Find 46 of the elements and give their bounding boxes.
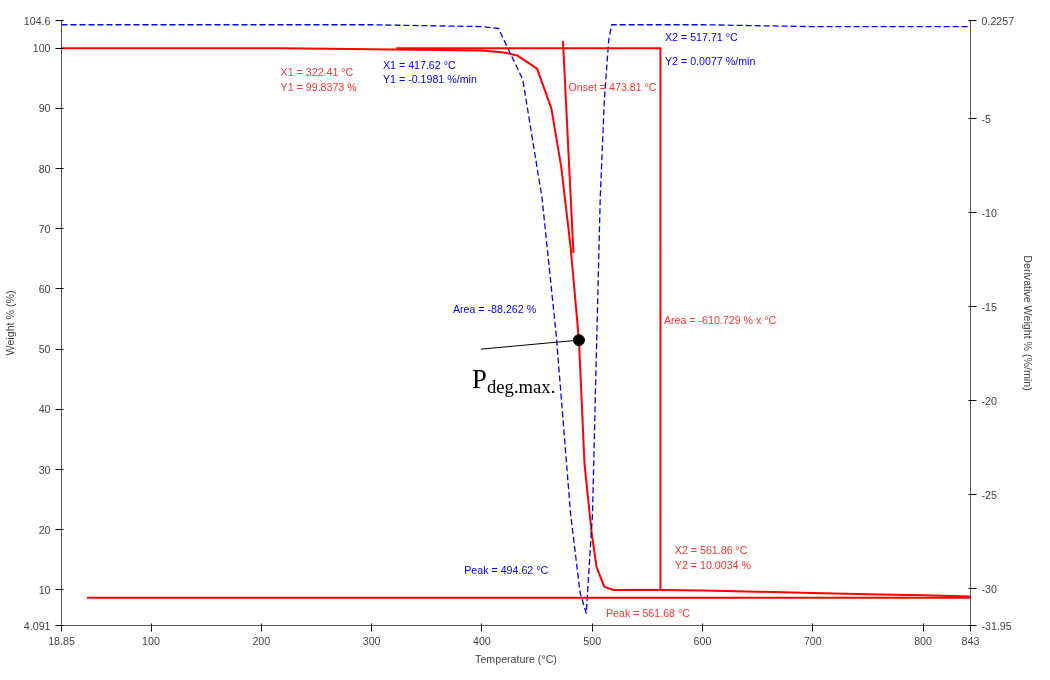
y2-tick-label: -5 [981,112,992,125]
annotation: X1 = 322.41 °C [280,65,354,78]
x-axis-title: Temperature (°C) [475,652,557,665]
y-tick-label: 40 [38,403,51,416]
y2-tick-label: -20 [981,394,997,407]
x-tick-label: 100 [142,634,160,647]
annotation: Area = -88.262 % [452,303,537,316]
x-tick-label: 800 [914,634,933,647]
y2-axis-title: Derivative Weight % (%/min) [1022,255,1035,391]
y-tick-label: 30 [38,463,51,476]
y-tick-label: 80 [38,162,51,175]
y-tick-label: 4.091 [23,619,51,632]
annotation: Y2 = 10.0034 % [674,559,752,572]
y2-tick-label: -30 [981,582,997,595]
y-tick-label: 20 [38,523,51,536]
y-tick-label: 50 [38,343,51,356]
x-tick-label: 600 [693,634,712,647]
y-axis-title: Weight % (%) [3,290,16,356]
y2-tick-label: -15 [981,300,997,313]
y2-tick-label: 0.2257 [981,14,1015,27]
y2-tick-label: -31.95 [981,619,1012,632]
x-tick-label: 700 [803,634,822,647]
annotation: Onset = 473.81 °C [568,80,657,93]
y-tick-label: 104.6 [23,14,51,27]
annotation: Y1 = -0.1981 %/min [382,73,477,86]
annotation: Area = -610.729 % x °C [663,314,777,327]
x-tick-label: 18.85 [48,634,75,647]
y-tick-label: 100 [32,42,51,55]
x-tick-label: 500 [583,634,602,647]
annotation: Peak = 494.62 °C [464,564,549,577]
x-tick-label: 200 [252,634,271,647]
annotation: Y2 = 0.0077 %/min [664,54,756,67]
y-tick-label: 10 [38,583,51,596]
y-tick-label: 70 [38,222,51,235]
x-tick-label: 400 [473,634,491,647]
annotation: Y1 = 99.8373 % [280,80,358,93]
y2-tick-label: -10 [981,206,997,219]
y2-tick-label: -25 [981,488,997,501]
annotation: X2 = 561.86 °C [674,544,748,557]
annotation: X2 = 517.71 °C [664,31,738,44]
annotation: X1 = 417.62 °C [382,59,456,72]
annotation: Peak = 561.68 °C [605,606,691,619]
y-tick-label: 60 [38,282,51,295]
x-tick-label: 843 [961,634,980,647]
y-tick-label: 90 [38,102,51,115]
x-tick-label: 300 [362,634,381,647]
